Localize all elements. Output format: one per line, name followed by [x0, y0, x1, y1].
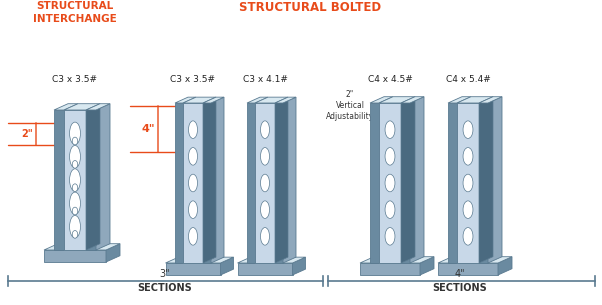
Polygon shape	[183, 103, 203, 263]
Text: C3 x 3.5#: C3 x 3.5#	[52, 75, 98, 84]
Polygon shape	[247, 97, 268, 103]
Polygon shape	[293, 257, 305, 275]
Polygon shape	[44, 244, 120, 250]
Polygon shape	[360, 263, 420, 275]
Polygon shape	[211, 97, 224, 263]
Ellipse shape	[385, 121, 395, 138]
Polygon shape	[448, 97, 471, 103]
Ellipse shape	[72, 207, 78, 215]
Polygon shape	[220, 257, 234, 275]
Polygon shape	[203, 103, 211, 263]
Polygon shape	[275, 103, 283, 263]
Ellipse shape	[188, 121, 197, 138]
Text: C4 x 4.5#: C4 x 4.5#	[368, 75, 412, 84]
Polygon shape	[275, 97, 296, 103]
Ellipse shape	[463, 174, 473, 192]
Text: 3": 3"	[160, 269, 170, 279]
Polygon shape	[379, 97, 415, 103]
Ellipse shape	[188, 228, 197, 245]
Ellipse shape	[188, 148, 197, 165]
Ellipse shape	[70, 122, 81, 145]
Text: SECTIONS: SECTIONS	[433, 283, 488, 293]
Polygon shape	[448, 103, 457, 263]
Polygon shape	[96, 104, 110, 250]
Ellipse shape	[72, 184, 78, 192]
Polygon shape	[488, 97, 502, 263]
Polygon shape	[255, 97, 288, 103]
Polygon shape	[283, 97, 296, 263]
Polygon shape	[360, 257, 434, 263]
Text: STRUCTURAL BOLTED: STRUCTURAL BOLTED	[239, 1, 381, 14]
Polygon shape	[64, 110, 86, 250]
Ellipse shape	[72, 137, 78, 145]
Polygon shape	[203, 97, 224, 103]
Ellipse shape	[261, 228, 270, 245]
Ellipse shape	[70, 145, 81, 168]
Polygon shape	[166, 257, 234, 263]
Polygon shape	[238, 257, 305, 263]
Ellipse shape	[463, 201, 473, 218]
Text: C3 x 4.1#: C3 x 4.1#	[243, 75, 287, 84]
Polygon shape	[438, 263, 498, 275]
Polygon shape	[247, 103, 255, 263]
Ellipse shape	[463, 148, 473, 165]
Polygon shape	[54, 110, 64, 250]
Polygon shape	[379, 103, 401, 263]
Ellipse shape	[72, 231, 78, 238]
Polygon shape	[203, 97, 216, 263]
Text: C4 x 5.4#: C4 x 5.4#	[445, 75, 491, 84]
Polygon shape	[457, 97, 493, 103]
Text: 4": 4"	[455, 269, 465, 279]
Polygon shape	[275, 97, 288, 263]
Text: 2": 2"	[21, 129, 33, 139]
Ellipse shape	[261, 174, 270, 192]
Polygon shape	[86, 104, 100, 250]
Polygon shape	[255, 103, 275, 263]
Polygon shape	[166, 263, 220, 275]
Polygon shape	[420, 257, 434, 275]
Ellipse shape	[261, 121, 270, 138]
Polygon shape	[479, 97, 502, 103]
Polygon shape	[370, 97, 393, 103]
Text: SECTIONS: SECTIONS	[138, 283, 193, 293]
Polygon shape	[401, 97, 415, 263]
Polygon shape	[479, 103, 488, 263]
Text: 2"
Vertical
Adjustability: 2" Vertical Adjustability	[326, 90, 374, 121]
Polygon shape	[457, 103, 479, 263]
Ellipse shape	[72, 160, 78, 168]
Ellipse shape	[261, 148, 270, 165]
Polygon shape	[410, 97, 424, 263]
Polygon shape	[175, 103, 183, 263]
Ellipse shape	[188, 174, 197, 192]
Polygon shape	[86, 104, 110, 110]
Polygon shape	[479, 97, 493, 263]
Ellipse shape	[70, 215, 81, 238]
Polygon shape	[183, 97, 216, 103]
Text: 4": 4"	[141, 124, 155, 134]
Polygon shape	[401, 97, 424, 103]
Ellipse shape	[385, 174, 395, 192]
Polygon shape	[370, 103, 379, 263]
Ellipse shape	[385, 201, 395, 218]
Ellipse shape	[463, 228, 473, 245]
Ellipse shape	[463, 121, 473, 138]
Ellipse shape	[70, 192, 81, 214]
Polygon shape	[238, 263, 293, 275]
Polygon shape	[44, 250, 106, 262]
Ellipse shape	[70, 169, 81, 191]
Polygon shape	[498, 257, 512, 275]
Polygon shape	[401, 103, 410, 263]
Text: STRUCTURAL
INTERCHANGE: STRUCTURAL INTERCHANGE	[33, 1, 117, 24]
Ellipse shape	[261, 201, 270, 218]
Ellipse shape	[188, 201, 197, 218]
Ellipse shape	[385, 228, 395, 245]
Polygon shape	[86, 110, 96, 250]
Text: C3 x 3.5#: C3 x 3.5#	[170, 75, 216, 84]
Polygon shape	[106, 244, 120, 262]
Polygon shape	[438, 257, 512, 263]
Polygon shape	[54, 104, 78, 110]
Polygon shape	[64, 104, 100, 110]
Polygon shape	[175, 97, 196, 103]
Ellipse shape	[385, 148, 395, 165]
